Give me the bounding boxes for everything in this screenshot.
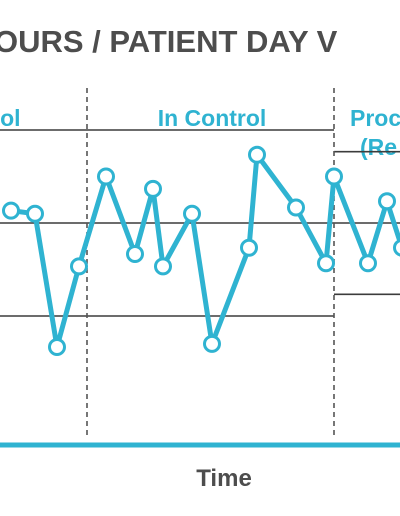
control-limit-lines: [0, 129, 400, 317]
phase-dividers: [86, 88, 335, 437]
phase-label-3-line-2: (Re: [360, 134, 397, 160]
data-point-9: [183, 204, 201, 223]
data-point-12: [248, 145, 266, 164]
data-point-2: [26, 204, 44, 223]
chart-title: OURS / PATIENT DAY V: [0, 24, 338, 59]
x-axis-label: Time: [196, 465, 252, 492]
data-point-13: [287, 198, 305, 217]
data-point-1: [2, 201, 20, 220]
phase-label-1-line-1: trol: [0, 105, 21, 131]
data-point-15: [325, 167, 343, 186]
phase-label-3-line-1: Proc: [350, 105, 400, 131]
data-point-6: [126, 245, 144, 263]
data-point-8: [154, 257, 172, 276]
series-line: [8, 152, 400, 350]
data-point-7: [144, 179, 162, 198]
data-point-5: [97, 167, 115, 186]
data-point-14: [317, 254, 335, 273]
data-point-3: [48, 338, 66, 356]
data-point-4: [70, 257, 88, 276]
phase-labels: trol In Control Proc (Re: [0, 105, 400, 160]
phase-label-2-line-1: In Control: [158, 105, 267, 131]
data-point-17: [378, 192, 396, 211]
data-point-10: [203, 334, 221, 353]
series-layer: [2, 145, 400, 356]
data-point-11: [240, 238, 258, 257]
data-point-18: [393, 239, 400, 257]
data-point-16: [359, 254, 377, 273]
